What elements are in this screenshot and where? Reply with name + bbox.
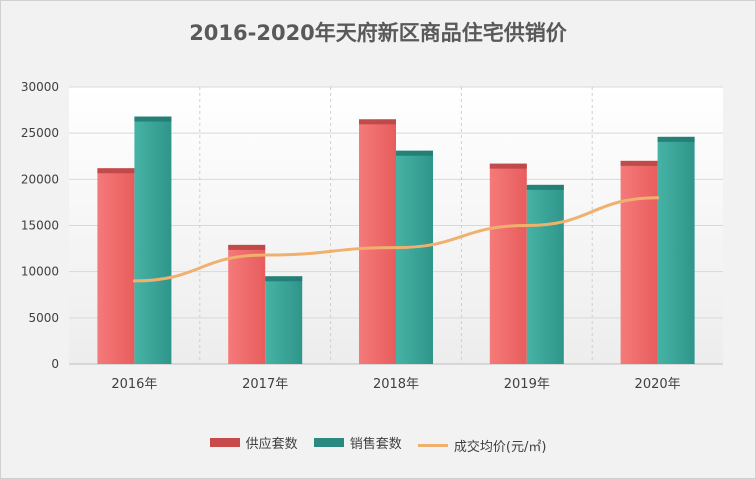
x-tick-label: 2019年	[504, 377, 550, 392]
x-tick-label: 2018年	[373, 377, 419, 392]
price-point	[656, 196, 660, 200]
y-tick-label: 15000	[21, 219, 59, 233]
legend-item-price: 成交均价(元/㎡)	[417, 436, 547, 455]
bar-cap-sales	[134, 116, 172, 122]
y-tick-label: 5000	[28, 311, 59, 325]
legend: 供应套数 销售套数 成交均价(元/㎡)	[1, 433, 755, 455]
y-tick-label: 0	[51, 357, 59, 371]
bar-supply	[97, 168, 135, 364]
bar-cap-sales	[265, 276, 303, 282]
bar-sales	[526, 184, 564, 364]
legend-swatch-sales	[313, 438, 344, 447]
x-tick-label: 2016年	[111, 377, 157, 392]
x-tick-label: 2020年	[635, 377, 681, 392]
bar-cap-supply	[489, 163, 527, 169]
bar-cap-supply	[228, 244, 266, 250]
y-tick-label: 25000	[21, 126, 59, 140]
bar-sales	[134, 116, 172, 365]
price-point	[525, 224, 529, 227]
bar-cap-sales	[526, 184, 564, 190]
legend-label-price: 成交均价(元/㎡)	[453, 440, 547, 455]
y-tick-label: 10000	[21, 265, 59, 279]
bar-cap-supply	[97, 168, 135, 174]
legend-item-sales: 销售套数	[313, 433, 402, 452]
bar-sales	[265, 276, 303, 364]
plot-area: 0 5000 10000 15000 20000 25000 30000 2016年 2017年…	[21, 80, 723, 392]
y-tick-label: 30000	[21, 80, 59, 94]
legend-item-supply: 供应套数	[209, 433, 298, 452]
bar-sales	[657, 136, 695, 364]
bar-supply	[489, 163, 527, 364]
bar-sales	[396, 150, 433, 364]
price-point	[263, 253, 267, 257]
bar-supply	[359, 119, 396, 364]
legend-swatch-price	[417, 444, 448, 447]
bar-cap-sales	[396, 150, 433, 156]
legend-label-supply: 供应套数	[245, 437, 298, 452]
price-point	[132, 279, 136, 283]
bar-cap-supply	[359, 119, 396, 125]
legend-label-sales: 销售套数	[349, 437, 402, 452]
y-tick-label: 20000	[21, 172, 59, 186]
chart-title: 2016-2020年天府新区商品住宅供销价	[189, 21, 567, 45]
legend-swatch-supply	[209, 438, 240, 447]
bar-supply	[228, 244, 266, 364]
bar-cap-sales	[657, 136, 695, 142]
price-point	[394, 246, 398, 250]
bar-cap-supply	[620, 160, 658, 166]
x-tick-label: 2017年	[242, 377, 288, 392]
bar-supply	[620, 160, 658, 364]
